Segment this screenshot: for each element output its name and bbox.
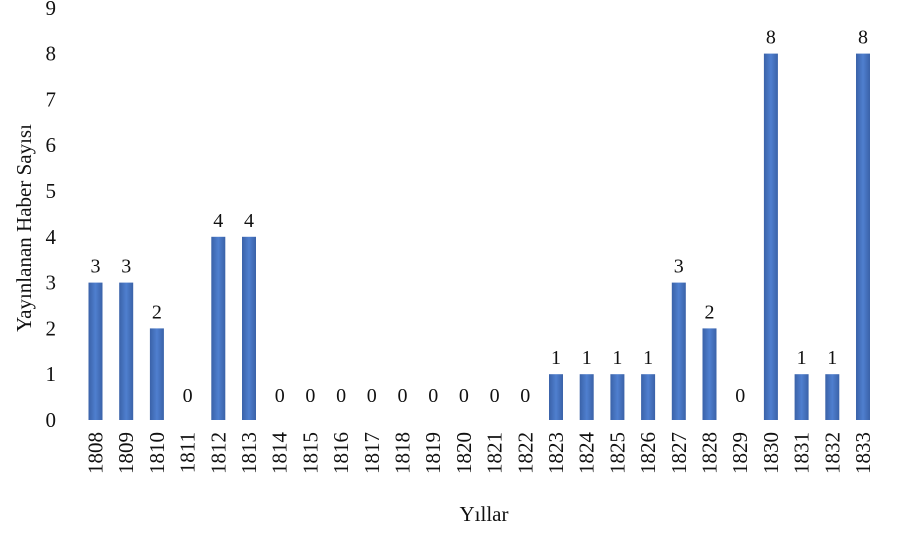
bar-value-label: 0 xyxy=(275,385,285,407)
x-tick-label: 1827 xyxy=(667,432,691,474)
bar-value-label: 0 xyxy=(735,385,745,407)
bar xyxy=(641,374,656,420)
bar xyxy=(119,282,134,420)
y-tick-label: 6 xyxy=(46,133,57,157)
x-tick-label: 1833 xyxy=(851,432,875,474)
bar xyxy=(825,374,840,420)
x-axis-title: Yıllar xyxy=(460,502,509,526)
bar xyxy=(579,374,594,420)
bar-value-label: 1 xyxy=(643,347,653,369)
bar-value-label: 0 xyxy=(183,385,193,407)
bar-value-label: 1 xyxy=(612,347,622,369)
bar-value-label: 1 xyxy=(551,347,561,369)
x-tick-label: 1811 xyxy=(176,432,200,473)
bar xyxy=(671,282,686,420)
x-tick-label: 1810 xyxy=(145,432,169,474)
x-tick-label: 1828 xyxy=(698,432,722,474)
bar xyxy=(211,236,226,420)
bar xyxy=(856,53,870,420)
y-tick-label: 3 xyxy=(46,271,57,295)
x-tick-label: 1831 xyxy=(790,432,814,474)
x-tick-label: 1822 xyxy=(513,432,537,474)
bar xyxy=(610,374,625,420)
x-tick-label: 1808 xyxy=(84,432,108,474)
bar-value-label: 0 xyxy=(459,385,469,407)
bar-value-label: 2 xyxy=(705,301,715,323)
bar-value-label: 0 xyxy=(520,385,530,407)
bar xyxy=(242,236,256,420)
bar-value-label: 1 xyxy=(582,347,592,369)
x-tick-label: 1815 xyxy=(298,432,322,474)
y-tick-label: 9 xyxy=(46,0,57,20)
bar xyxy=(149,328,164,420)
x-tick-label: 1813 xyxy=(237,432,261,474)
bar-value-label: 4 xyxy=(244,210,254,232)
bar-value-label: 1 xyxy=(827,347,837,369)
y-axis-title: Yayınlanan Haber Sayısı xyxy=(12,124,36,332)
bar-value-label: 8 xyxy=(766,27,776,49)
bar xyxy=(763,53,778,420)
x-tick-label: 1826 xyxy=(636,432,660,474)
bars xyxy=(88,53,870,420)
x-tick-label: 1821 xyxy=(483,432,507,474)
bar-value-label: 0 xyxy=(336,385,346,407)
y-tick-label: 4 xyxy=(46,225,57,249)
x-tick-label: 1829 xyxy=(728,432,752,474)
x-tick-label: 1819 xyxy=(421,432,445,474)
x-tick-label: 1812 xyxy=(206,432,230,474)
x-tick-label: 1820 xyxy=(452,432,476,474)
bar xyxy=(88,282,103,420)
y-tick-label: 8 xyxy=(46,42,57,66)
bar-value-label: 3 xyxy=(674,256,684,278)
bar xyxy=(702,328,717,420)
x-tick-label: 1824 xyxy=(575,432,599,475)
bar-value-label: 3 xyxy=(121,256,131,278)
bar-value-label: 8 xyxy=(858,27,868,49)
bar-value-label: 2 xyxy=(152,301,162,323)
y-tick-label: 7 xyxy=(46,87,57,111)
bar-value-label: 0 xyxy=(367,385,377,407)
x-tick-label: 1830 xyxy=(759,432,783,474)
x-tick-label: 1814 xyxy=(268,432,292,475)
x-tick-label: 1817 xyxy=(360,432,384,474)
x-tick-label: 1825 xyxy=(605,432,629,474)
y-tick-label: 2 xyxy=(46,316,57,340)
bar xyxy=(794,374,809,420)
bar-value-label: 0 xyxy=(490,385,500,407)
bar xyxy=(549,374,563,420)
x-tick-label: 1809 xyxy=(114,432,138,474)
bar-value-label: 0 xyxy=(398,385,408,407)
bar-value-label: 4 xyxy=(213,210,223,232)
x-tick-label: 1818 xyxy=(391,432,415,474)
x-axis: 1808 1809 1810 1811 1812 1813 1814 1815 1816 1817… xyxy=(84,432,876,475)
bar-value-label: 3 xyxy=(91,256,101,278)
x-tick-label: 1832 xyxy=(820,432,844,474)
bar-value-label: 0 xyxy=(428,385,438,407)
y-tick-label: 1 xyxy=(46,362,57,386)
bar-value-label: 1 xyxy=(797,347,807,369)
x-tick-label: 1823 xyxy=(544,432,568,474)
x-tick-label: 1816 xyxy=(329,432,353,474)
y-axis: 0 1 2 3 4 5 6 7 8 9 xyxy=(46,0,57,432)
y-tick-label: 5 xyxy=(46,179,57,203)
bar-value-label: 0 xyxy=(305,385,315,407)
y-tick-label: 0 xyxy=(46,408,57,432)
